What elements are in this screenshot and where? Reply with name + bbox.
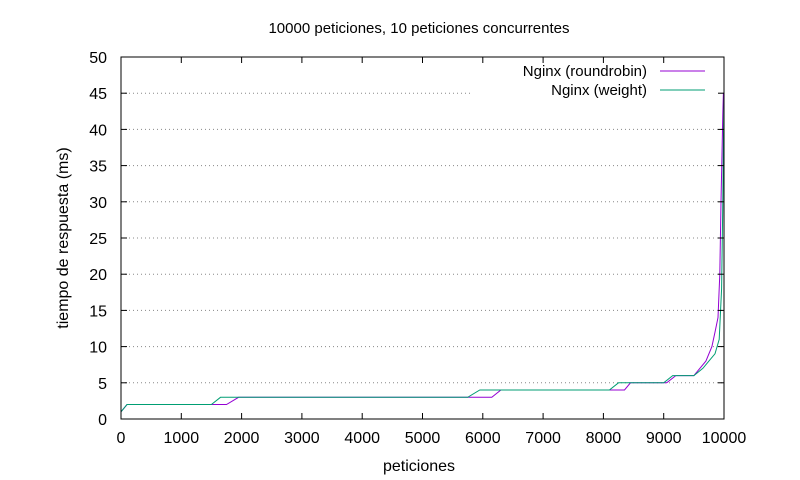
y-tick-label: 0 (98, 412, 107, 429)
legend-label: Nginx (weight) (551, 82, 647, 99)
y-tick-label: 35 (89, 159, 107, 176)
series-line-1 (120, 92, 724, 413)
x-tick-label: 1000 (164, 430, 200, 447)
x-tick-label: 6000 (465, 430, 501, 447)
x-tick-label: 9000 (646, 430, 682, 447)
series-lines (120, 92, 725, 413)
y-tick-label: 20 (89, 267, 107, 284)
y-tick-label: 30 (89, 195, 107, 212)
y-tick-label: 25 (89, 231, 107, 248)
y-tick-label: 10 (89, 340, 107, 357)
legend: Nginx (roundrobin) Nginx (weight) (523, 63, 705, 99)
x-axis-label: peticiones (383, 458, 455, 475)
y-tick-label: 50 (89, 50, 107, 67)
y-tick-label: 5 (98, 376, 107, 393)
y-tick-label: 15 (89, 303, 107, 320)
axis-ticks: 0 5 10 15 20 25 30 35 40 45 50 0 1000 2000 3000 4000 500… (89, 50, 746, 447)
y-tick-label: 45 (89, 86, 107, 103)
series-line-2 (120, 93, 725, 413)
grid-lines (121, 92, 724, 384)
x-tick-label: 3000 (284, 430, 320, 447)
x-tick-label: 2000 (224, 430, 260, 447)
legend-label: Nginx (roundrobin) (523, 63, 647, 80)
x-tick-label: 10000 (702, 430, 747, 447)
chart-title: 10000 peticiones, 10 peticiones concurre… (268, 20, 569, 37)
y-axis-label: tiempo de respuesta (ms) (55, 147, 72, 328)
x-tick-label: 4000 (344, 430, 380, 447)
x-tick-label: 7000 (525, 430, 561, 447)
x-tick-label: 5000 (405, 430, 441, 447)
x-tick-label: 0 (117, 430, 126, 447)
x-tick-label: 8000 (586, 430, 622, 447)
y-tick-label: 40 (89, 122, 107, 139)
